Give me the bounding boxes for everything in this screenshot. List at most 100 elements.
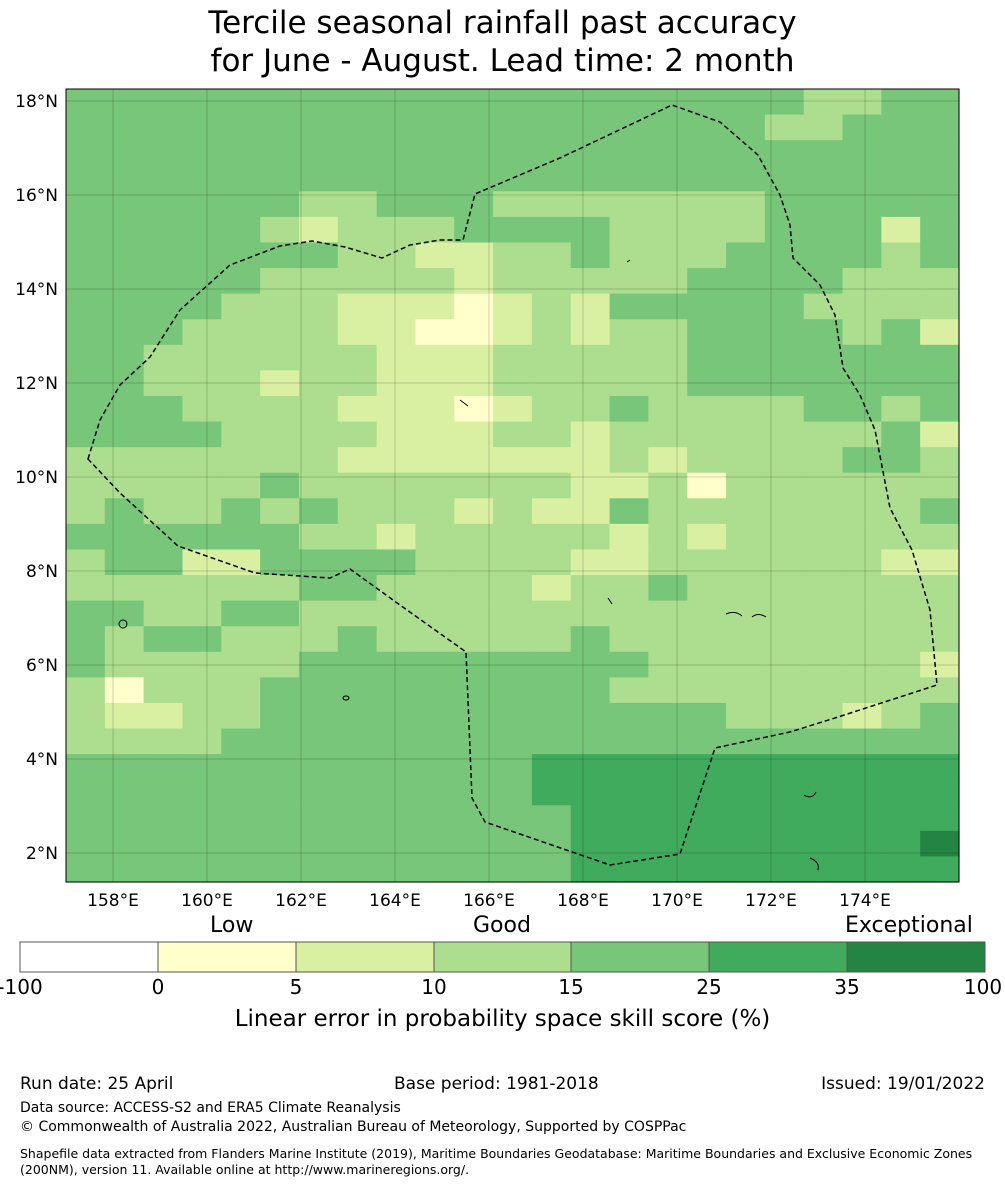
latitude-label: 8°N (26, 562, 58, 582)
grid-cell (726, 805, 766, 832)
grid-cell (920, 856, 960, 883)
grid-cell (881, 395, 921, 423)
grid-cell (493, 421, 533, 448)
grid-cell (493, 626, 533, 653)
grid-cell (609, 165, 649, 192)
grid-cell (221, 498, 261, 525)
grid-cell (493, 856, 533, 883)
grid-cell (648, 165, 688, 192)
grid-cell (764, 677, 805, 704)
grid-cell (648, 191, 688, 218)
grid-cell (648, 856, 688, 883)
colorbar-tick: 35 (834, 975, 860, 999)
grid-cell (298, 268, 339, 295)
grid-cell (764, 651, 805, 678)
grid-cell (454, 89, 494, 116)
grid-cell (66, 626, 106, 653)
grid-cell (726, 165, 766, 192)
grid-cell (337, 702, 378, 730)
grid-cell (920, 523, 960, 551)
grid-cell (337, 754, 378, 781)
grid-cell (531, 140, 572, 167)
grid-cell (881, 421, 921, 448)
grid-cell (531, 447, 572, 474)
grid-cell (337, 216, 378, 244)
grid-cell (803, 165, 844, 192)
grid-cell (648, 447, 688, 474)
grid-cell (415, 114, 455, 141)
grid-cell (104, 191, 145, 218)
grid-cell (531, 702, 572, 730)
grid-cell (143, 651, 184, 678)
grid-cell (298, 728, 339, 755)
grid-cell (182, 498, 222, 525)
grid-cell (376, 728, 417, 755)
grid-cell (260, 805, 300, 832)
grid-cell (726, 856, 766, 883)
grid-cell (337, 523, 378, 551)
grid-cell (881, 779, 921, 806)
grid-cell (104, 523, 145, 551)
grid-cell (182, 651, 222, 678)
grid-cell (66, 447, 106, 474)
grid-cell (221, 216, 261, 244)
grid-cell (842, 523, 882, 551)
grid-cell (454, 421, 494, 448)
grid-cell (415, 165, 455, 192)
grid-cell (376, 89, 417, 116)
grid-cell (648, 600, 688, 627)
grid-cell (298, 165, 339, 192)
grid-cell (182, 779, 222, 806)
grid-cell (920, 498, 960, 525)
grid-cell (648, 319, 688, 346)
grid-cell (143, 447, 184, 474)
grid-cell (803, 216, 844, 244)
grid-cell (143, 165, 184, 192)
copyright: © Commonwealth of Australia 2022, Austra… (20, 1119, 687, 1135)
grid-cell (143, 140, 184, 167)
grid-cell (415, 523, 455, 551)
grid-cell (648, 805, 688, 832)
grid-cell (842, 830, 882, 858)
grid-cell (726, 677, 766, 704)
island (459, 399, 469, 407)
grid-cell (726, 421, 766, 448)
grid-cell (920, 370, 960, 397)
grid-cell (687, 626, 727, 653)
grid-cell (298, 114, 339, 141)
island (751, 614, 767, 618)
grid-cell (687, 677, 727, 704)
grid-cell (298, 395, 339, 423)
grid-cell (764, 447, 805, 474)
grid-cell (803, 754, 844, 781)
grid-cell (454, 830, 494, 858)
grid-cell (182, 191, 222, 218)
colorbar-tick: -100 (0, 975, 43, 999)
grid-cell (609, 114, 649, 141)
grid-cell (221, 472, 261, 499)
grid-cell (143, 344, 184, 371)
grid-cell (648, 830, 688, 858)
grid-cell (842, 754, 882, 781)
latitude-label: 2°N (26, 844, 58, 864)
grid-cell (609, 575, 649, 602)
grid-cell (531, 830, 572, 858)
grid-cell (376, 575, 417, 602)
grid-cell (376, 191, 417, 218)
grid-cell (803, 370, 844, 397)
grid-cell (881, 754, 921, 781)
longitude-label: 172°E (745, 891, 797, 911)
grid-cell (298, 293, 339, 320)
grid-cell (609, 472, 649, 499)
grid-cell (687, 779, 727, 806)
grid-cell (337, 114, 378, 141)
grid-cell (842, 651, 882, 678)
grid-cell (842, 472, 882, 499)
grid-cell (726, 472, 766, 499)
grid-cell (260, 677, 300, 704)
grid-cell (221, 651, 261, 678)
grid-cell (221, 242, 261, 269)
grid-cell (648, 395, 688, 423)
grid-cell (376, 447, 417, 474)
longitude-label: 158°E (87, 891, 139, 911)
